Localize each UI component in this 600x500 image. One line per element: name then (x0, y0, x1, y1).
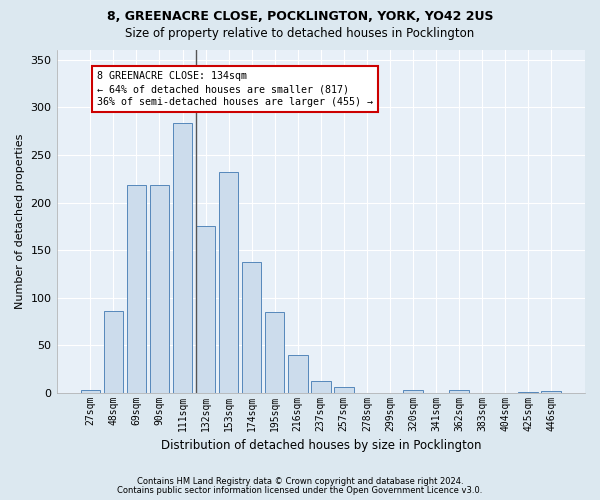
Bar (541, 391, 561, 393)
Bar (127, 186, 146, 393)
Bar (80, 390, 100, 393)
Text: Contains public sector information licensed under the Open Government Licence v3: Contains public sector information licen… (118, 486, 482, 495)
Bar (265, 312, 284, 393)
Bar (288, 355, 308, 393)
Text: 8, GREENACRE CLOSE, POCKLINGTON, YORK, YO42 2US: 8, GREENACRE CLOSE, POCKLINGTON, YORK, Y… (107, 10, 493, 23)
Text: 8 GREENACRE CLOSE: 134sqm
← 64% of detached houses are smaller (817)
36% of semi: 8 GREENACRE CLOSE: 134sqm ← 64% of detac… (97, 71, 373, 108)
Bar (518, 392, 538, 393)
Y-axis label: Number of detached properties: Number of detached properties (15, 134, 25, 310)
Bar (311, 380, 331, 393)
Bar (104, 311, 123, 393)
Bar (334, 388, 353, 393)
Text: Size of property relative to detached houses in Pocklington: Size of property relative to detached ho… (125, 28, 475, 40)
Bar (219, 172, 238, 393)
Bar (149, 186, 169, 393)
Bar (242, 262, 262, 393)
Bar (403, 390, 423, 393)
Bar (173, 124, 193, 393)
Bar (449, 390, 469, 393)
Text: Contains HM Land Registry data © Crown copyright and database right 2024.: Contains HM Land Registry data © Crown c… (137, 477, 463, 486)
X-axis label: Distribution of detached houses by size in Pocklington: Distribution of detached houses by size … (161, 440, 481, 452)
Bar (196, 226, 215, 393)
